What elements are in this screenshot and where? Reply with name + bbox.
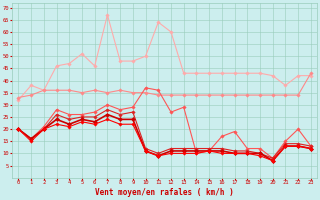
X-axis label: Vent moyen/en rafales ( km/h ): Vent moyen/en rafales ( km/h ): [95, 188, 234, 197]
